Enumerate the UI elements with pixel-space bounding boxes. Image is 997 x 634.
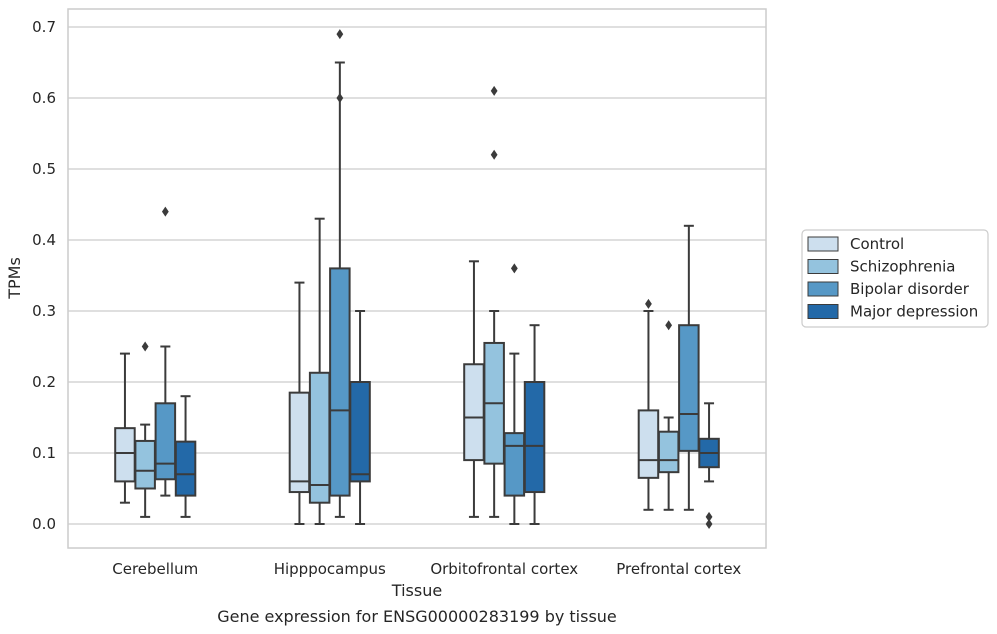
outlier-point: [510, 263, 518, 274]
legend-label: Schizophrenia: [850, 258, 955, 276]
x-tick-label: Prefrontal cortex: [616, 560, 741, 578]
y-tick-label: 0.6: [32, 89, 56, 107]
legend-label: Control: [850, 235, 904, 253]
box: [288, 391, 311, 494]
y-tick-label: 0.1: [32, 444, 56, 462]
box: [463, 363, 485, 462]
outlier-point: [490, 149, 498, 160]
outlier-point: [490, 85, 498, 96]
box-groups: [114, 29, 720, 529]
legend: Control Schizophrenia Bipolar disorder Majo…: [801, 229, 989, 328]
y-tick-labels: 0.0 0.1 0.2 0.3 0.4 0.5 0.6 0.7: [32, 18, 56, 533]
box: [308, 371, 331, 504]
y-tick-label: 0.0: [32, 515, 56, 533]
x-tick-label: Cerebellum: [112, 560, 198, 578]
y-tick-label: 0.3: [32, 302, 56, 320]
box: [329, 267, 351, 497]
box-group-0: [114, 206, 197, 518]
box: [657, 430, 680, 474]
legend-frame: [801, 229, 989, 328]
box: [134, 439, 156, 490]
y-tick-label: 0.4: [32, 231, 56, 249]
x-axis-title: Tissue: [391, 581, 442, 600]
y-tick-label: 0.7: [32, 18, 56, 36]
outlier-point: [665, 320, 673, 331]
outlier-point: [161, 206, 169, 217]
box: [523, 381, 546, 494]
box: [154, 402, 177, 481]
box: [174, 440, 197, 497]
x-tick-labels: Cerebellum Hipppocampus Orbitofrontal cort…: [112, 560, 741, 578]
y-tick-label: 0.5: [32, 160, 56, 178]
x-tick-label: Hipppocampus: [274, 560, 386, 578]
plot-frame: [67, 8, 767, 549]
box-group-3: [637, 224, 720, 529]
y-tick-label: 0.2: [32, 373, 56, 391]
chart-caption: Gene expression for ENSG00000283199 by t…: [217, 607, 617, 626]
legend-swatch: [807, 236, 839, 252]
outlier-point: [336, 93, 344, 103]
legend-label: Bipolar disorder: [850, 280, 970, 298]
box-group-2: [463, 85, 546, 525]
x-tick-label: Orbitofrontal cortex: [430, 560, 578, 578]
box: [678, 324, 700, 452]
legend-swatch: [807, 304, 839, 319]
box: [503, 432, 526, 497]
legend-label: Major depression: [850, 303, 978, 321]
outlier-point: [645, 298, 652, 309]
box-group-1: [288, 29, 371, 525]
y-axis-title: TPMs: [5, 257, 24, 300]
legend-swatch: [807, 281, 839, 297]
outlier-point: [705, 511, 713, 522]
outlier-point: [705, 519, 713, 529]
box: [114, 427, 136, 483]
legend-swatch: [807, 259, 839, 274]
outlier-point: [336, 29, 344, 40]
box: [637, 409, 660, 479]
outlier-point: [141, 341, 149, 352]
box: [349, 381, 371, 483]
